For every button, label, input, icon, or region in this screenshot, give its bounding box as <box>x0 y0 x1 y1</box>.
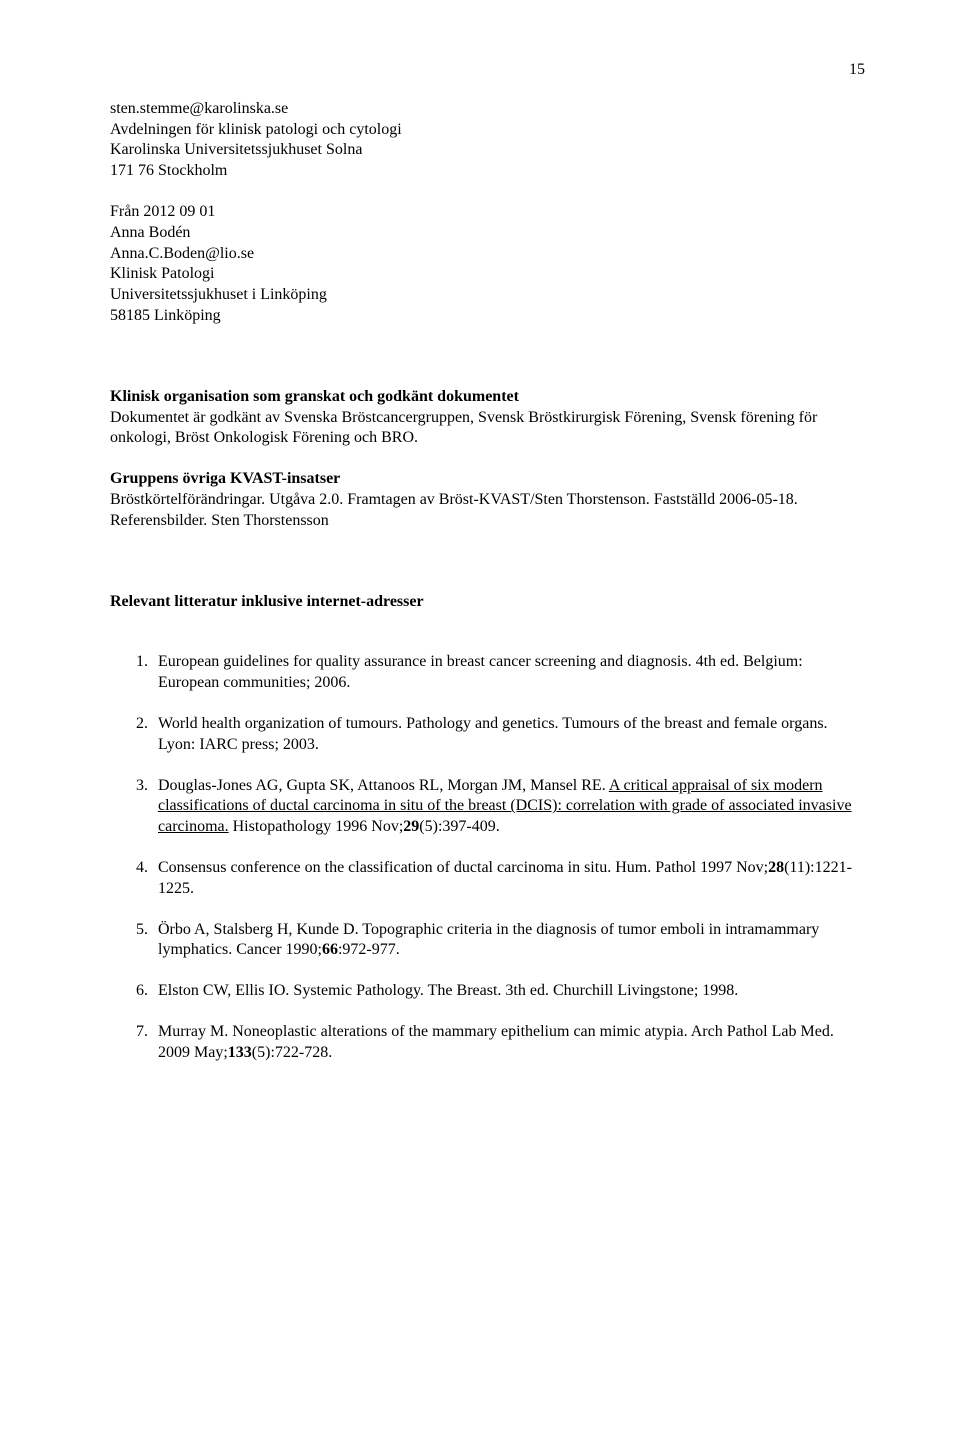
contact1-hospital: Karolinska Universitetssjukhuset Solna <box>110 140 865 161</box>
contact1-dept: Avdelningen för klinisk patologi och cyt… <box>110 120 865 141</box>
list-item: Elston CW, Ellis IO. Systemic Pathology.… <box>152 981 865 1002</box>
list-item: Örbo A, Stalsberg H, Kunde D. Topographi… <box>152 920 865 962</box>
kvast-body: Bröstkörtelförändringar. Utgåva 2.0. Fra… <box>110 490 865 532</box>
ref-volume: 29 <box>403 818 419 835</box>
contact1-postal: 171 76 Stockholm <box>110 161 865 182</box>
ref-volume: 133 <box>228 1044 252 1061</box>
ref-text: :972-977. <box>338 941 400 958</box>
ref-volume: 66 <box>322 941 338 958</box>
ref-text: Histopathology 1996 Nov; <box>229 818 404 835</box>
ref-text: Örbo A, Stalsberg H, Kunde D. Topographi… <box>158 921 819 959</box>
ref-text: (5):397-409. <box>419 818 499 835</box>
list-item: Consensus conference on the classificati… <box>152 858 865 900</box>
kvast-heading: Gruppens övriga KVAST-insatser <box>110 469 865 490</box>
kvast-line1: Bröstkörtelförändringar. Utgåva 2.0. Fra… <box>110 490 865 511</box>
list-item: Douglas-Jones AG, Gupta SK, Attanoos RL,… <box>152 776 865 838</box>
contact2-from-date: Från 2012 09 01 <box>110 202 865 223</box>
org-review-body: Dokumentet är godkänt av Svenska Bröstca… <box>110 408 865 450</box>
contact2-hospital: Universitetssjukhuset i Linköping <box>110 285 865 306</box>
kvast-line2: Referensbilder. Sten Thorstensson <box>110 511 865 532</box>
contact-block-2: Från 2012 09 01 Anna Bodén Anna.C.Boden@… <box>110 202 865 327</box>
ref-text: (5):722-728. <box>252 1044 332 1061</box>
ref-text: Consensus conference on the classificati… <box>158 859 768 876</box>
contact2-email: Anna.C.Boden@lio.se <box>110 244 865 265</box>
list-item: Murray M. Noneoplastic alterations of th… <box>152 1022 865 1064</box>
contact1-email: sten.stemme@karolinska.se <box>110 99 865 120</box>
litterature-heading: Relevant litteratur inklusive internet-a… <box>110 592 865 613</box>
list-item: World health organization of tumours. Pa… <box>152 714 865 756</box>
contact2-name: Anna Bodén <box>110 223 865 244</box>
ref-text: European guidelines for quality assuranc… <box>158 653 803 691</box>
ref-text: Elston CW, Ellis IO. Systemic Pathology.… <box>158 982 738 999</box>
list-item: European guidelines for quality assuranc… <box>152 652 865 694</box>
ref-text: Douglas-Jones AG, Gupta SK, Attanoos RL,… <box>158 777 609 794</box>
org-review-text: Dokumentet är godkänt av Svenska Bröstca… <box>110 408 865 450</box>
org-review-heading: Klinisk organisation som granskat och go… <box>110 387 865 408</box>
reference-list: European guidelines for quality assuranc… <box>110 652 865 1063</box>
page-number: 15 <box>110 60 865 81</box>
contact-block-1: sten.stemme@karolinska.se Avdelningen fö… <box>110 99 865 182</box>
contact2-postal: 58185 Linköping <box>110 306 865 327</box>
contact2-dept: Klinisk Patologi <box>110 264 865 285</box>
ref-volume: 28 <box>768 859 784 876</box>
ref-text: World health organization of tumours. Pa… <box>158 715 828 753</box>
